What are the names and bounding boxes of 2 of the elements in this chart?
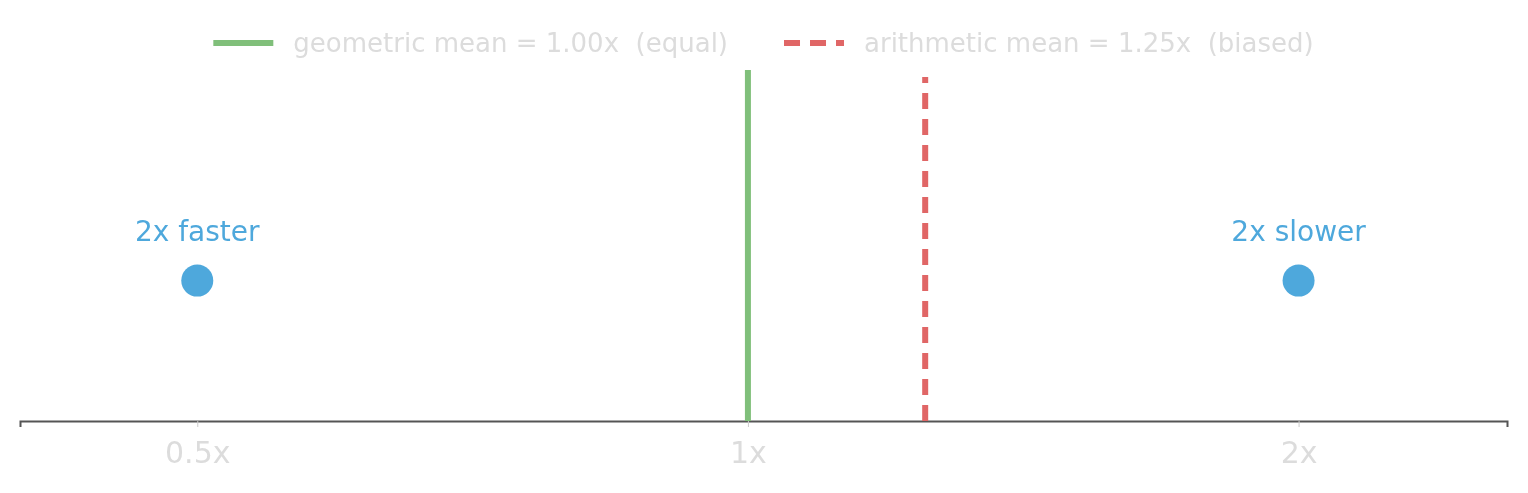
annotation: 2x faster — [134, 214, 261, 248]
annotation: 2x slower — [1231, 214, 1367, 248]
